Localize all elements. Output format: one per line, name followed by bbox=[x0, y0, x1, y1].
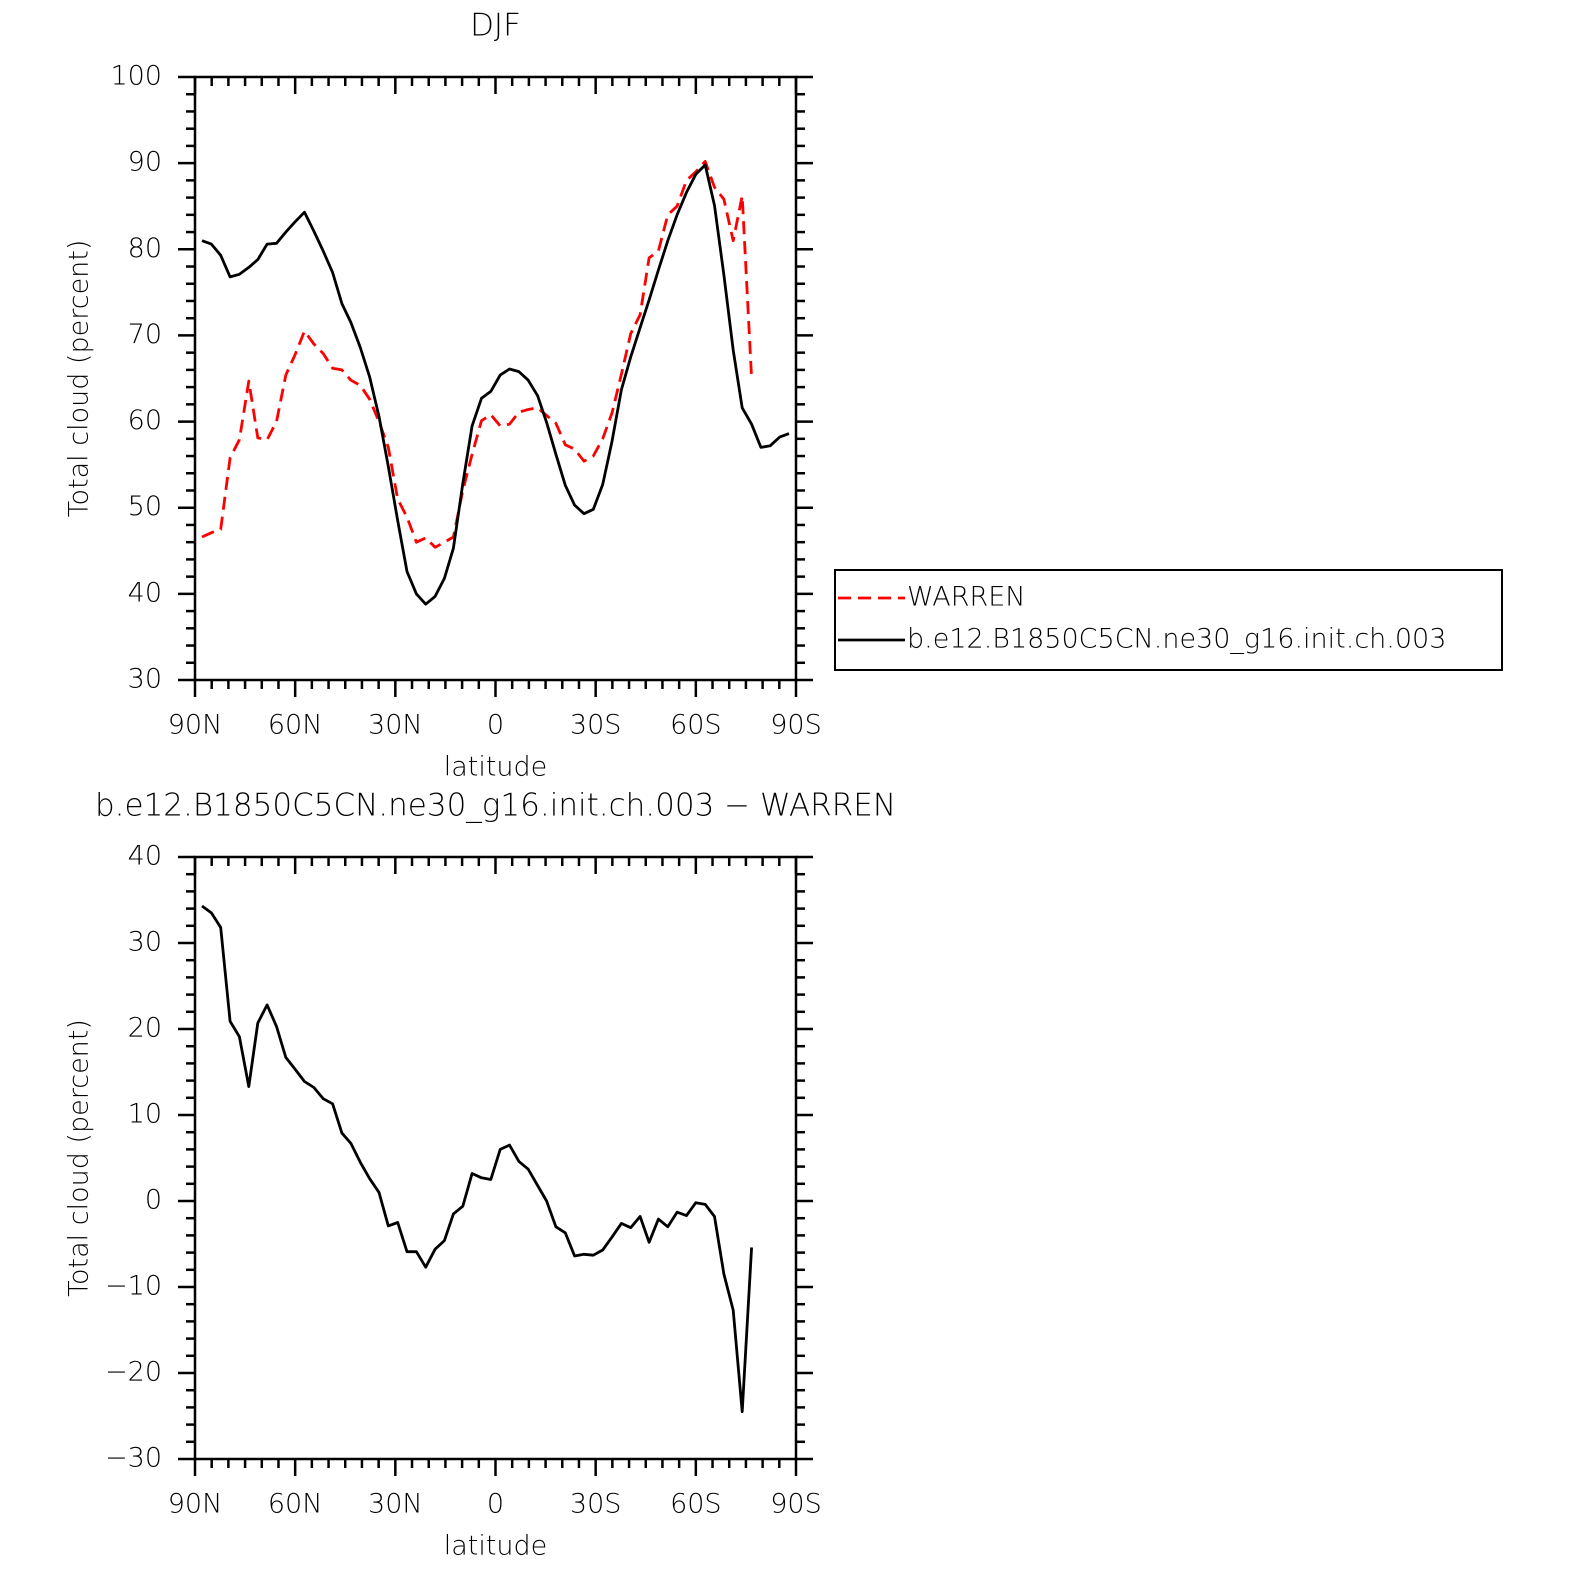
x-tick-label: 90N bbox=[168, 1489, 223, 1520]
x-tick-label: 0 bbox=[487, 1489, 504, 1520]
x-axis-label: latitude bbox=[444, 752, 548, 783]
y-axis-label: Total cloud (percent) bbox=[64, 240, 95, 518]
y-tick-label: −10 bbox=[105, 1271, 162, 1302]
plot-frame bbox=[193, 855, 798, 1461]
x-axis-label: latitude bbox=[444, 1531, 548, 1562]
legend-label: WARREN bbox=[907, 582, 1025, 613]
x-tick-label: 0 bbox=[487, 710, 504, 741]
chart-title: DJF bbox=[470, 8, 521, 44]
x-tick-label: 90S bbox=[770, 1489, 822, 1520]
y-tick-label: 0 bbox=[145, 1185, 162, 1216]
x-tick-label: 90N bbox=[168, 710, 223, 741]
y-tick-label: 100 bbox=[110, 61, 162, 92]
y-tick-label: −20 bbox=[105, 1357, 162, 1388]
y-tick-label: 50 bbox=[128, 491, 162, 522]
series-line bbox=[201, 160, 753, 549]
x-tick-label: 30N bbox=[368, 1489, 423, 1520]
y-tick-label: 40 bbox=[128, 841, 162, 872]
y-tick-label: 30 bbox=[128, 664, 162, 695]
x-tick-label: 30N bbox=[368, 710, 423, 741]
y-tick-label: 80 bbox=[128, 233, 162, 264]
y-tick-label: 20 bbox=[128, 1013, 162, 1044]
x-tick-label: 60N bbox=[268, 710, 323, 741]
y-axis-label: Total cloud (percent) bbox=[64, 1019, 95, 1297]
x-tick-label: 30S bbox=[570, 710, 622, 741]
legend: WARREN b.e12.B1850C5CN.ne30_g16.init.ch.0… bbox=[834, 569, 1503, 671]
x-tick-label: 90S bbox=[770, 710, 822, 741]
legend-box bbox=[834, 569, 1503, 671]
y-tick-label: 70 bbox=[128, 319, 162, 350]
y-tick-label: 40 bbox=[128, 577, 162, 608]
x-tick-label: 30S bbox=[570, 1489, 622, 1520]
plot: b.e12.B1850C5CN.ne30_g16.init.ch.003 − W… bbox=[64, 788, 897, 1562]
series-line bbox=[201, 904, 753, 1414]
y-tick-label: 60 bbox=[128, 405, 162, 436]
series-line bbox=[201, 163, 790, 606]
x-tick-label: 60N bbox=[268, 1489, 323, 1520]
y-tick-label: 10 bbox=[128, 1099, 162, 1130]
x-tick-label: 60S bbox=[670, 1489, 722, 1520]
y-tick-label: 30 bbox=[128, 927, 162, 958]
chart-title: b.e12.B1850C5CN.ne30_g16.init.ch.003 − W… bbox=[95, 788, 896, 824]
y-tick-label: −30 bbox=[105, 1443, 162, 1474]
x-tick-label: 60S bbox=[670, 710, 722, 741]
legend-label: b.e12.B1850C5CN.ne30_g16.init.ch.003 bbox=[907, 624, 1446, 655]
y-tick-label: 90 bbox=[128, 147, 162, 178]
plot: DJF latitude Total cloud (percent) 30 40 50 60… bbox=[64, 8, 1503, 783]
